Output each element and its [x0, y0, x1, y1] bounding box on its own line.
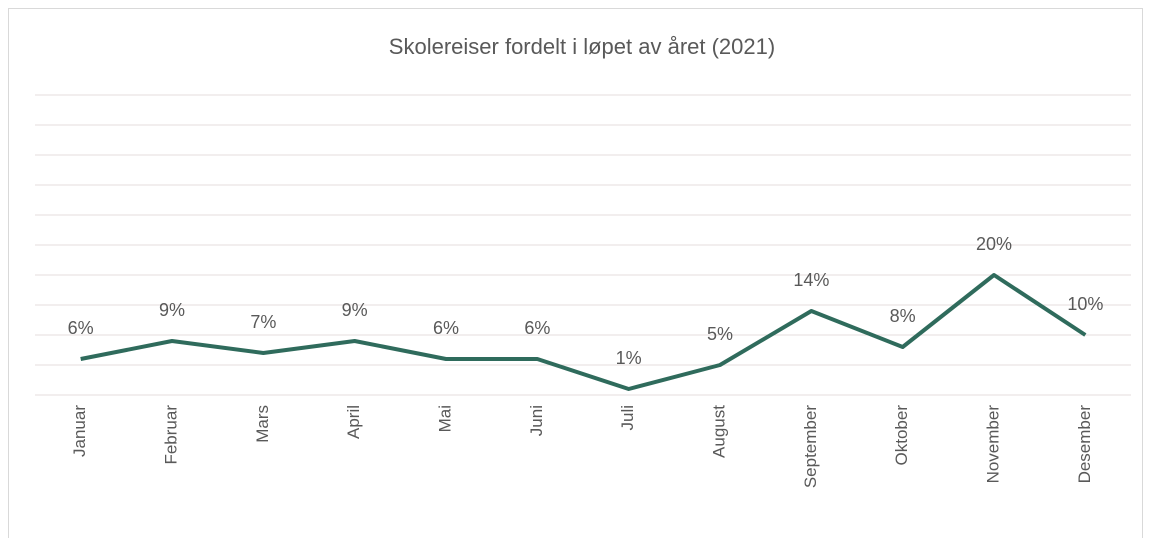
x-tick-label: August	[709, 405, 728, 458]
x-tick-label: Juni	[527, 405, 546, 436]
x-tick-label: Januar	[70, 405, 89, 457]
data-label: 20%	[976, 234, 1012, 254]
chart-border	[8, 8, 1143, 538]
data-label: 10%	[1067, 294, 1103, 314]
x-tick-label: Februar	[161, 405, 180, 465]
x-tick-label: September	[801, 405, 820, 488]
data-label: 1%	[616, 348, 642, 368]
x-tick-label: Mai	[435, 405, 454, 432]
data-label: 6%	[68, 318, 94, 338]
x-tick-label: November	[983, 405, 1002, 484]
data-label: 6%	[433, 318, 459, 338]
x-tick-label: April	[344, 405, 363, 439]
x-tick-label: Juli	[618, 405, 637, 431]
x-tick-label: Oktober	[892, 405, 911, 466]
data-label: 5%	[707, 324, 733, 344]
chart-title: Skolereiser fordelt i løpet av året (202…	[389, 34, 775, 59]
data-label: 6%	[524, 318, 550, 338]
data-label: 8%	[890, 306, 916, 326]
data-label: 9%	[159, 300, 185, 320]
line	[80, 273, 1087, 391]
x-tick-label: Desember	[1075, 405, 1094, 484]
data-label: 9%	[342, 300, 368, 320]
data-label: 7%	[250, 312, 276, 332]
x-tick-label: Mars	[253, 405, 272, 443]
data-label: 14%	[793, 270, 829, 290]
